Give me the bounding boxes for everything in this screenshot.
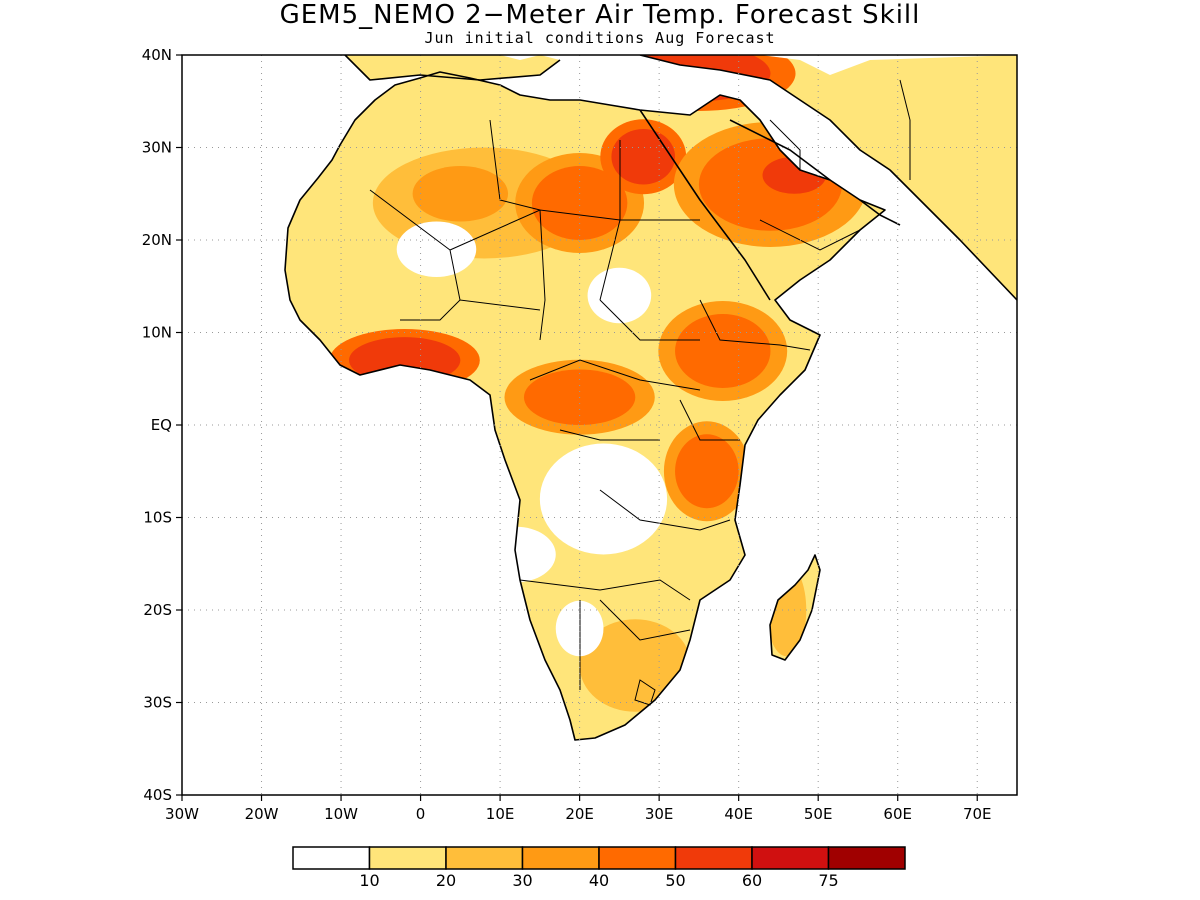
colorbar-label: 30 bbox=[512, 871, 532, 890]
page-title: GEM5_NEMO 2−Meter Air Temp. Forecast Ski… bbox=[279, 0, 921, 30]
colorbar-swatch bbox=[445, 846, 524, 870]
x-tick-label: 20E bbox=[565, 805, 594, 823]
x-tick-label: 0 bbox=[416, 805, 426, 823]
x-tick-label: 70E bbox=[963, 805, 992, 823]
skill-region bbox=[675, 314, 771, 388]
x-tick-label: 50E bbox=[804, 805, 833, 823]
colorbar-label: 60 bbox=[742, 871, 762, 890]
x-tick-label: 40E bbox=[724, 805, 753, 823]
colorbar-label: 75 bbox=[818, 871, 838, 890]
y-tick-label: 20S bbox=[143, 601, 172, 619]
skill-region bbox=[531, 166, 628, 240]
x-axis: 30W 20W 10W 0 10E 20E 30E 40E 50E 60E 70E bbox=[165, 795, 992, 823]
page-subtitle: Jun initial conditions Aug Forecast bbox=[424, 29, 776, 47]
skill-region bbox=[579, 619, 691, 712]
skill-region bbox=[611, 129, 676, 185]
x-tick-label: 20W bbox=[245, 805, 279, 823]
y-tick-label: 30N bbox=[142, 139, 172, 157]
skill-region-low bbox=[539, 443, 668, 555]
colorbar-swatch bbox=[751, 846, 830, 870]
y-tick-label: 40S bbox=[143, 786, 172, 804]
colorbar-swatch bbox=[674, 846, 753, 870]
colorbar: 10 20 30 40 50 60 75 bbox=[292, 846, 906, 890]
x-tick-label: 30E bbox=[645, 805, 674, 823]
y-tick-label: 10S bbox=[143, 509, 172, 527]
skill-field bbox=[285, 55, 1017, 740]
colorbar-swatch bbox=[827, 846, 906, 870]
y-axis: 40N 30N 20N 10N EQ 10S 20S 30S 40S bbox=[142, 46, 182, 804]
x-tick-label: 10E bbox=[486, 805, 515, 823]
y-tick-label: 20N bbox=[142, 231, 172, 249]
coastlines bbox=[284, 55, 1017, 741]
colorbar-label: 20 bbox=[436, 871, 456, 890]
x-tick-label: 60E bbox=[883, 805, 912, 823]
skill-region bbox=[412, 166, 509, 222]
y-tick-label: 30S bbox=[143, 694, 172, 712]
skill-region bbox=[349, 337, 461, 384]
colorbar-label: 40 bbox=[589, 871, 609, 890]
x-tick-label: 10W bbox=[324, 805, 358, 823]
y-tick-label: 10N bbox=[142, 324, 172, 342]
skill-region-low bbox=[587, 267, 652, 324]
colorbar-swatch bbox=[292, 846, 371, 870]
colorbar-swatch bbox=[521, 846, 600, 870]
y-tick-label: 40N bbox=[142, 46, 172, 64]
skill-region-low bbox=[396, 221, 477, 277]
colorbar-swatch bbox=[598, 846, 677, 870]
skill-region bbox=[627, 55, 771, 102]
colorbar-label: 50 bbox=[665, 871, 685, 890]
x-tick-label: 30W bbox=[165, 805, 199, 823]
colorbar-label: 10 bbox=[359, 871, 379, 890]
colorbar-swatch bbox=[368, 846, 447, 870]
skill-region bbox=[675, 434, 739, 509]
y-tick-label: EQ bbox=[151, 416, 172, 434]
country-borders bbox=[369, 79, 911, 706]
